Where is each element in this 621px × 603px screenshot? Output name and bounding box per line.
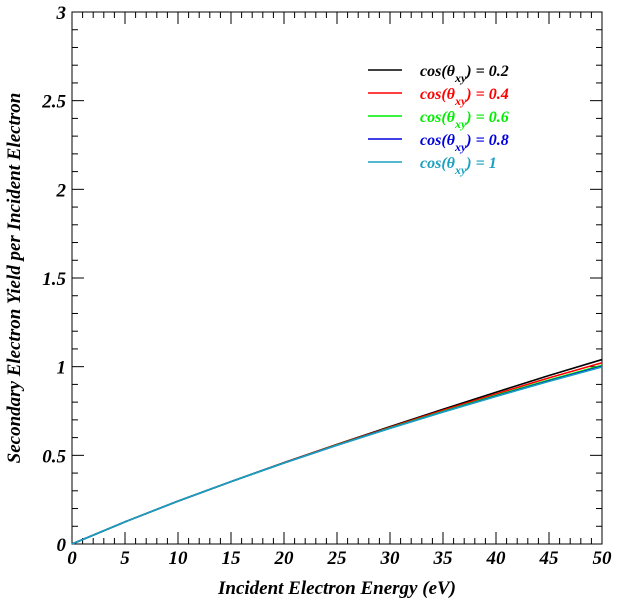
x-tick-label: 15 xyxy=(222,548,242,569)
legend-label: cos(θxy) = 0.6 xyxy=(420,109,509,131)
x-tick-label: 50 xyxy=(593,548,613,569)
series-line xyxy=(71,364,603,545)
x-tick-label: 40 xyxy=(486,548,507,569)
x-tick-label: 20 xyxy=(274,548,295,569)
x-tick-label: 25 xyxy=(327,548,348,569)
series-line xyxy=(71,366,603,545)
series-lines xyxy=(71,358,603,545)
legend-label: cos(θxy) = 0.4 xyxy=(420,86,509,108)
x-tick-labels: 0 5 10 15 20 25 30 35 40 45 50 xyxy=(67,548,612,569)
series-line xyxy=(71,365,603,545)
legend-label: cos(θxy) = 0.8 xyxy=(420,132,509,154)
y-tick-label: 0 xyxy=(57,535,67,556)
x-tick-label: 10 xyxy=(169,548,189,569)
x-tick-label: 30 xyxy=(380,548,401,569)
legend-label: cos(θxy) = 0.2 xyxy=(420,63,509,85)
x-tick-label: 5 xyxy=(120,548,130,569)
y-tick-labels: 0 0.5 1 1.5 2 2.5 3 xyxy=(41,3,66,556)
legend-label: cos(θxy) = 1 xyxy=(420,155,497,177)
x-tick-label: 45 xyxy=(539,548,560,569)
x-tick-label: 0 xyxy=(67,548,77,569)
series-line xyxy=(71,362,603,545)
x-tick-label: 35 xyxy=(433,548,454,569)
y-tick-label: 1 xyxy=(57,358,67,379)
y-tick-label: 3 xyxy=(56,3,67,24)
plot-frame xyxy=(71,11,603,545)
y-tick-label: 2.5 xyxy=(41,92,66,113)
y-tick-label: 0.5 xyxy=(42,446,66,467)
y-tick-label: 2 xyxy=(56,180,67,201)
y-axis-title: Secondary Electron Yield per Incident El… xyxy=(4,93,25,464)
axis-ticks xyxy=(71,11,603,545)
x-axis-title: Incident Electron Energy (eV) xyxy=(217,578,456,599)
y-tick-label: 1.5 xyxy=(42,269,66,290)
